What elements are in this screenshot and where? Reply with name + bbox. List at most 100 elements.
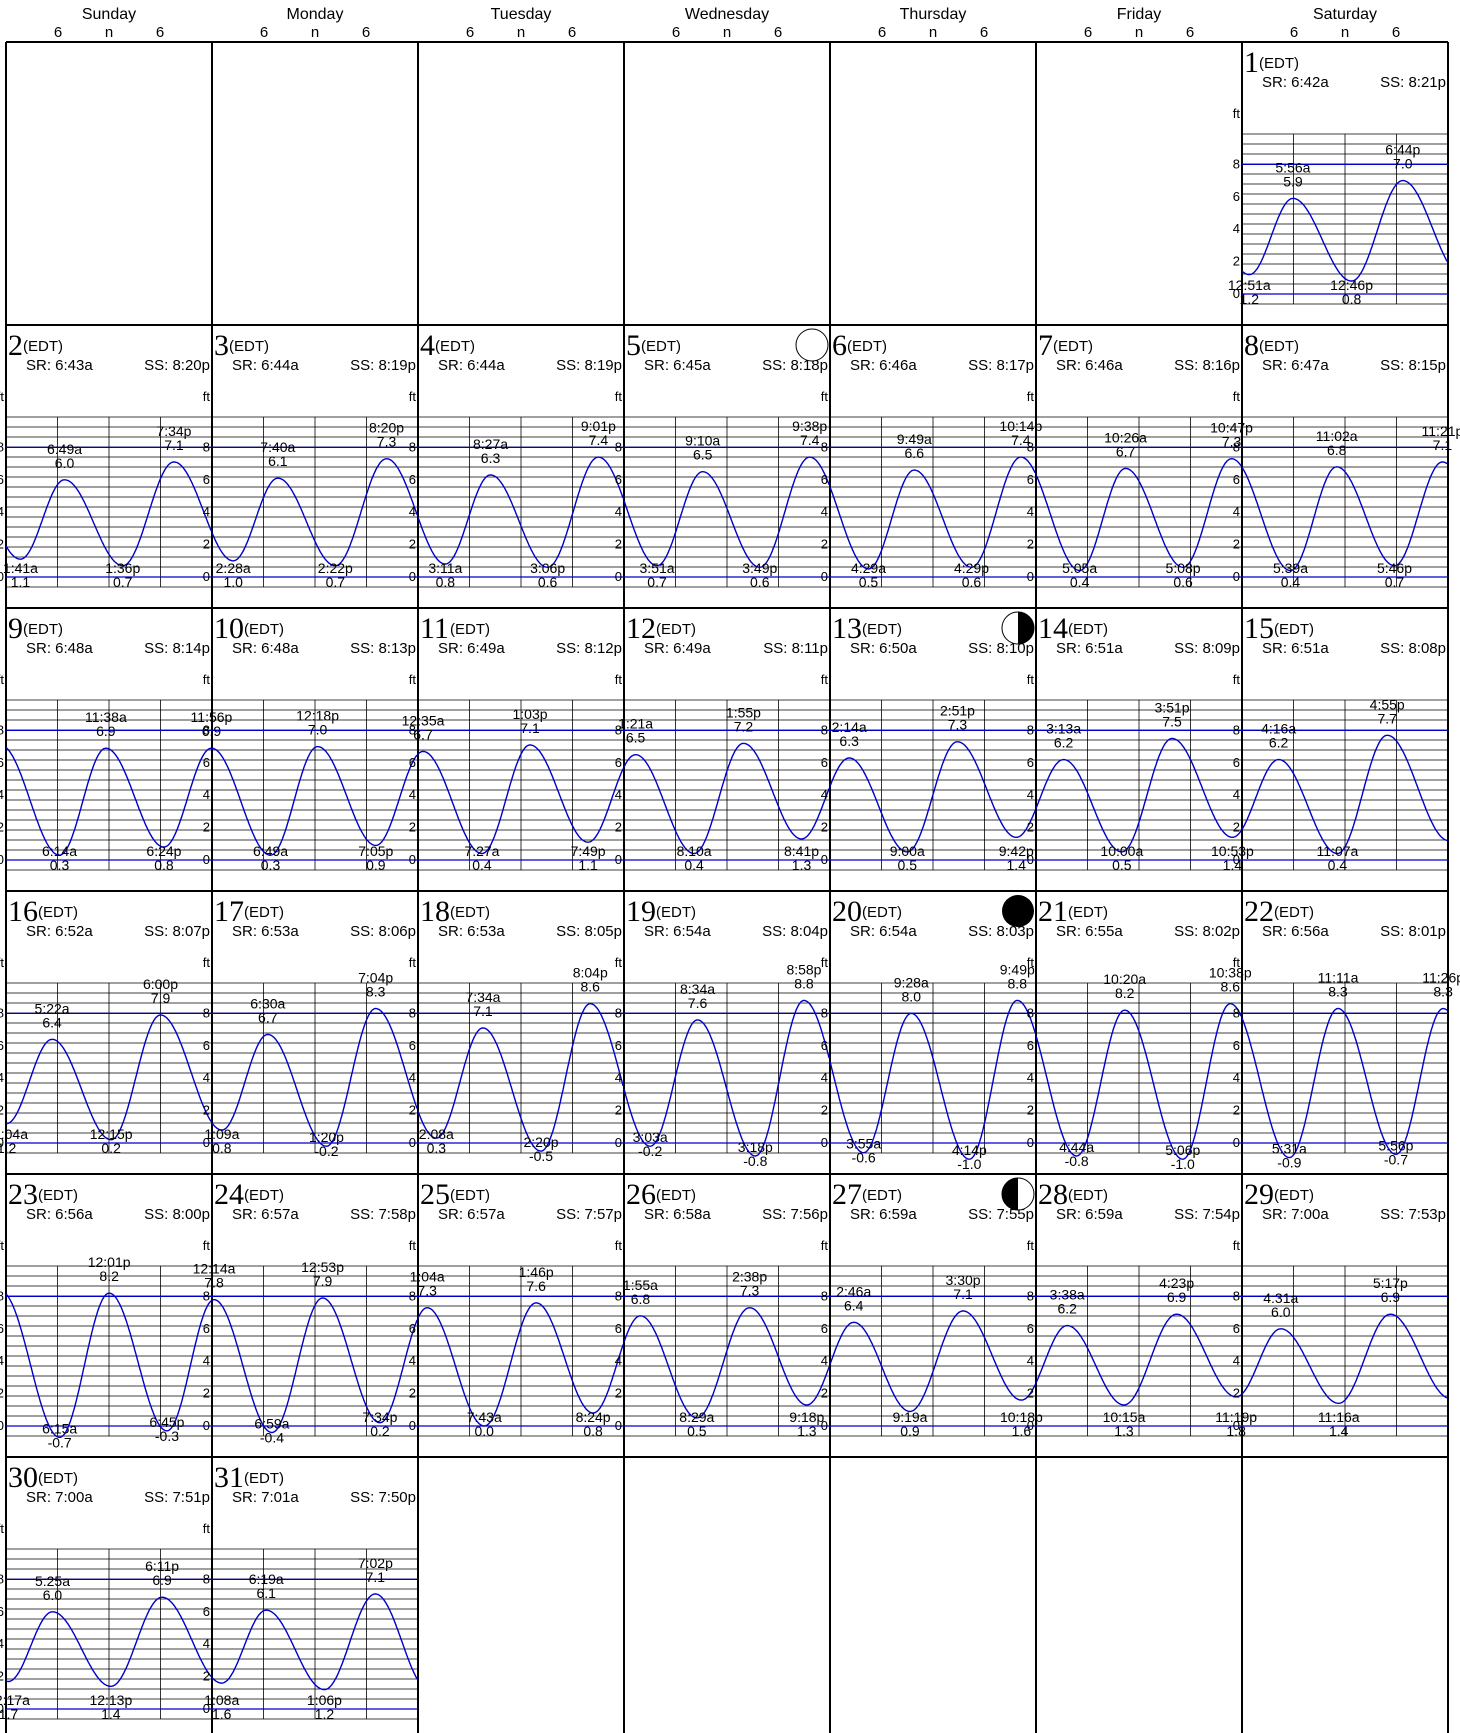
- axis-tick-label: 6: [821, 1038, 828, 1053]
- low-tide-height: 1.0: [223, 574, 243, 590]
- tide-curve: [417, 744, 624, 855]
- axis-tick-label: 8: [0, 439, 4, 454]
- high-tide-time: 4:16a: [1261, 721, 1296, 737]
- high-tide-height: 6.2: [1269, 735, 1289, 751]
- axis-tick-label: 6: [0, 472, 4, 487]
- axis-tick-label: 6: [615, 755, 622, 770]
- unit-label: ft: [615, 1238, 623, 1253]
- tide-curve: [211, 745, 418, 856]
- low-tide-height: 1.2: [0, 1140, 17, 1156]
- axis-tick-label: 0: [1027, 852, 1034, 867]
- timezone-label: (EDT): [23, 338, 63, 355]
- axis-tick-label: 8: [615, 1288, 622, 1303]
- sunset-label: SS: 8:17p: [968, 357, 1034, 374]
- day-number: 16: [8, 895, 38, 928]
- day-number: 24: [214, 1178, 244, 1211]
- timezone-label: (EDT): [641, 338, 681, 355]
- low-tide-height: 0.3: [427, 1140, 447, 1156]
- axis-tick-label: 2: [1233, 820, 1240, 835]
- high-tide-height: 7.9: [313, 1273, 333, 1289]
- sunset-label: SS: 8:19p: [556, 357, 622, 374]
- day-cell-31: 31 (EDT) SR: 7:01a SS: 7:50p ft 0 2 4 6 8 1:08a1.6…: [203, 1461, 418, 1722]
- high-tide-time: 6:19a: [249, 1571, 284, 1587]
- high-tide-height: 6.4: [844, 1297, 864, 1313]
- low-tide-height: 1.6: [212, 1706, 232, 1722]
- low-tide-height: 0.6: [1173, 574, 1193, 590]
- axis-tick-label: 2: [821, 1103, 828, 1118]
- low-tide-height: -0.2: [314, 1143, 338, 1159]
- day-number: 11: [420, 612, 449, 645]
- sunrise-label: SR: 7:01a: [232, 1489, 299, 1506]
- timezone-label: (EDT): [450, 621, 490, 638]
- sunrise-label: SR: 6:46a: [850, 357, 917, 374]
- high-tide-height: 7.3: [377, 434, 397, 450]
- sunrise-label: SR: 6:51a: [1056, 640, 1123, 657]
- axis-tick-label: 8: [203, 439, 210, 454]
- timezone-label: (EDT): [38, 1470, 78, 1487]
- hour-tick-label: 6: [1186, 24, 1194, 41]
- axis-tick-label: 4: [0, 504, 4, 519]
- hour-tick-label: 6: [1084, 24, 1092, 41]
- high-tide-height: 6.9: [202, 723, 222, 739]
- high-tide-time: 11:38a: [85, 709, 127, 725]
- low-tide-time: 6:14a: [42, 843, 77, 859]
- weekday-header: Sunday 6 n 6 Monday 6 n 6 Tuesday 6 n 6 Wednesday 6 n 6…: [54, 6, 1400, 41]
- high-tide-time: 5:17p: [1373, 1275, 1408, 1291]
- axis-tick-label: 8: [1233, 722, 1240, 737]
- low-tide-time: 2:20p: [524, 1134, 559, 1150]
- high-tide-time: 11:56p: [191, 709, 233, 725]
- high-tide-height: 7.3: [417, 1283, 437, 1299]
- axis-tick-label: 8: [203, 1571, 210, 1586]
- sunrise-label: SR: 6:43a: [26, 357, 93, 374]
- axis-tick-label: 6: [203, 1038, 210, 1053]
- low-tide-height: 0.9: [366, 857, 386, 873]
- day-number: 2: [8, 329, 23, 362]
- day-cell-19: 19 (EDT)SR: 6:54a SS: 8:04pft024683:03a-0.…: [615, 895, 830, 1169]
- low-tide-time: 10:18p: [1000, 1409, 1043, 1425]
- high-tide-height: 8.3: [1328, 984, 1348, 1000]
- high-tide-time: 6:44p: [1385, 142, 1420, 158]
- axis-tick-label: 6: [203, 1604, 210, 1619]
- low-tide-height: 0.8: [583, 1423, 603, 1439]
- high-tide-height: 7.2: [734, 718, 754, 734]
- high-tide-time: 2:38p: [732, 1269, 767, 1285]
- low-tide-height: 0.4: [1070, 574, 1090, 590]
- low-tide-height: 0.3: [261, 857, 281, 873]
- high-tide-height: 7.3: [740, 1283, 760, 1299]
- timezone-label: (EDT): [450, 1187, 490, 1204]
- timezone-label: (EDT): [1068, 904, 1108, 921]
- day-cell-1: 1 (EDT) SR: 6:42a SS: 8:21p ft 0 2 4 6 8 12:51a1.2…: [1228, 46, 1448, 307]
- high-tide-time: 8:04p: [573, 965, 608, 981]
- unit-label: ft: [821, 1238, 829, 1253]
- unit-label: ft: [0, 955, 4, 970]
- axis-tick-label: 4: [1233, 504, 1240, 519]
- high-tide-height: 6.3: [481, 450, 501, 466]
- axis-tick-label: 2: [203, 1386, 210, 1401]
- day-number: 8: [1244, 329, 1259, 362]
- axis-tick-label: 2: [821, 820, 828, 835]
- axis-tick-label: 8: [821, 439, 828, 454]
- axis-tick-label: 2: [0, 1386, 4, 1401]
- low-tide-time: 6:15a: [42, 1420, 77, 1436]
- low-tide-time: 9:18p: [789, 1409, 824, 1425]
- hour-tick-label: n: [517, 24, 525, 41]
- timezone-label: (EDT): [1274, 1187, 1314, 1204]
- unit-label: ft: [1233, 672, 1241, 687]
- low-tide-time: 3:11a: [428, 560, 462, 576]
- axis-tick-label: 4: [615, 1070, 622, 1085]
- high-tide-time: 12:01p: [88, 1254, 131, 1270]
- hour-tick-label: 6: [466, 24, 474, 41]
- high-tide-time: 4:31a: [1263, 1290, 1298, 1306]
- low-tide-time: 4:44a: [1059, 1139, 1094, 1155]
- axis-tick-label: 8: [1233, 1288, 1240, 1303]
- timezone-label: (EDT): [229, 338, 269, 355]
- hour-tick-label: n: [1135, 24, 1143, 41]
- low-tide-height: 0.3: [50, 857, 70, 873]
- axis-tick-label: 2: [203, 1669, 210, 1684]
- high-tide-time: 8:27a: [473, 436, 508, 452]
- timezone-label: (EDT): [656, 904, 696, 921]
- low-tide-height: 0.8: [212, 1140, 232, 1156]
- low-tide-height: 1.2: [315, 1706, 335, 1722]
- unit-label: ft: [0, 389, 4, 404]
